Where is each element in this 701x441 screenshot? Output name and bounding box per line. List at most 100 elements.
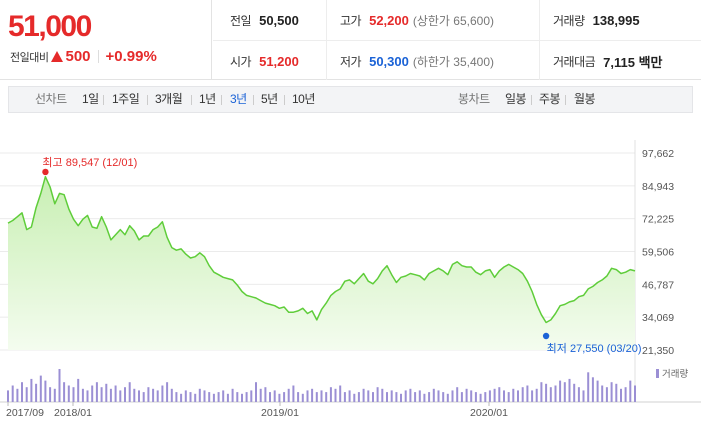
divider [253,95,254,105]
volume-bar [437,390,440,402]
volume-bar [400,393,402,403]
volume-bar [596,380,599,402]
volume-bar [180,393,183,403]
volume-bar [320,390,323,402]
divider [284,95,285,105]
volume-bar [432,388,435,402]
volume-legend-swatch [656,369,659,378]
volume-bar [245,392,248,402]
divider [221,95,222,105]
volume-bar [610,382,613,402]
y-tick-label: 34,069 [642,312,674,324]
volume-value: 138,995 [592,12,640,28]
period-1d-button[interactable]: 1일 [82,92,99,106]
volume-bar [86,390,89,402]
volume-bar [255,382,257,402]
divider [191,95,192,105]
volume-bar [287,388,290,402]
period-1w-button[interactable]: 1주일 [112,92,140,106]
volume-bar [161,385,164,402]
x-tick-label: 2019/01 [261,407,299,419]
change-rate: +0.99% [105,48,157,65]
volume-bar [568,378,571,402]
volume-bar [414,392,417,402]
period-1y-button[interactable]: 1년 [199,92,216,106]
volume-bar [386,392,388,402]
volume-bar [498,387,501,402]
volume-bar [72,387,75,402]
period-3y-button[interactable]: 3년 [230,92,247,106]
change-line: 전일대비 500 +0.99% [10,48,157,65]
volume-bar [545,383,548,402]
y-tick-label: 21,350 [642,345,674,357]
candle-daily-button[interactable]: 일봉 [505,92,527,106]
volume-bar [549,387,552,402]
x-tick-label: 2020/01 [470,407,508,419]
volume-bar [418,390,421,402]
prev-close-cell: 전일 50,500 [230,0,299,40]
volume-bar [236,392,239,402]
volume-bar [503,390,505,402]
divider [147,95,148,105]
y-tick-label: 46,787 [642,279,674,291]
volume-bar [629,380,632,402]
volume-bar [156,390,159,402]
volume-bar [147,387,150,402]
x-tick-label: 2018/01 [54,407,92,419]
volume-bar [423,393,426,403]
volume-bar [540,382,543,402]
volume-bar [189,392,192,402]
volume-bar [133,388,136,402]
volume-bar [451,390,454,402]
open-value: 51,200 [259,53,299,69]
volume-bar [63,382,66,402]
price-area-fill [8,176,635,350]
period-5y-button[interactable]: 5년 [261,92,278,106]
volume-bar [222,390,225,402]
volume-bar [446,393,449,403]
stats-row: 전일 50,500 고가 52,200 (상한가 65,600) 거래량 138… [213,0,701,40]
volume-legend-label: 거래량 [662,368,688,380]
volume-bar [372,392,374,402]
volume-bar [30,378,33,402]
volume-bar [376,387,379,402]
volume-bar [428,392,431,402]
volume-bar [212,393,215,403]
max-point [42,168,49,176]
volume-bar [184,390,187,402]
open-cell: 시가 51,200 [230,41,299,81]
volume-bar [479,393,482,403]
volume-bar [152,388,155,402]
candle-weekly-button[interactable]: 주봉 [539,92,561,106]
candle-monthly-button[interactable]: 월봉 [574,92,596,106]
volume-legend: 거래량 [656,368,688,380]
volume-bar [95,382,98,402]
volume-bar [119,390,122,402]
period-3m-button[interactable]: 3개월 [155,92,183,106]
volume-bar [521,387,524,402]
volume-bar [105,383,108,402]
volume-bar [170,388,173,402]
volume-bar [297,392,300,402]
volume-bar [21,382,23,402]
divider [103,95,104,105]
volume-bar [484,392,487,402]
high-cell: 고가 52,200 (상한가 65,600) [340,0,494,40]
divider [531,95,532,105]
volume-bar [493,388,496,402]
y-tick-label: 97,662 [642,148,674,160]
period-10y-button[interactable]: 10년 [292,92,315,106]
volume-bar [81,388,84,402]
volume-bar [442,392,445,402]
prev-close-value: 50,500 [259,12,299,28]
line-chart-label: 선차트 [35,92,67,106]
min-label: 최저 27,550 (03/20) [547,342,642,355]
volume-bar [559,380,562,402]
volume-bar [226,393,229,403]
volume-bar [582,390,585,402]
volume-bar [409,388,412,402]
volume-bar [456,387,459,402]
volume-bar [620,388,622,402]
volume-bar [44,380,47,402]
y-tick-label: 59,506 [642,247,674,259]
